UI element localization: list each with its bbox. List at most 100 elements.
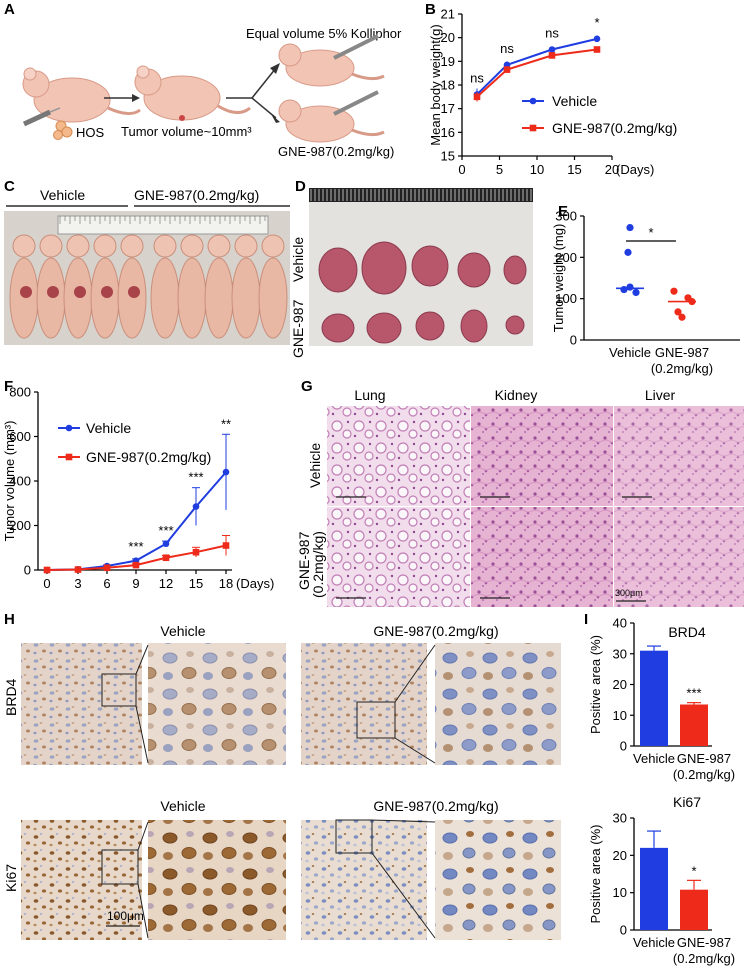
significance-label: *** [128,539,143,554]
y-axis-label: Positive area (%) [588,635,603,734]
bar [680,889,708,930]
g-col-kidney: Kidney [495,387,538,403]
arrow-up [251,67,277,99]
x-tick-label: 6 [103,576,110,591]
data-point [674,308,682,316]
data-point [162,554,170,562]
data-point [222,468,230,476]
brd4-vehicle-zoom [148,643,286,765]
data-point [74,566,82,573]
tumors [318,241,527,344]
y-tick-label: 800 [9,385,31,400]
roi-line [135,705,149,764]
data-point [192,503,200,510]
tumor [505,315,525,335]
kidney-vehicle-image [471,406,613,506]
tumor-mark [47,286,59,298]
roi-line [394,737,436,764]
significance-label: * [594,15,599,30]
category-sublabel: (0.2mg/kg) [673,951,735,966]
legend-marker [65,424,73,432]
h-treated-label-1: GNE-987(0.2mg/kg) [373,623,498,639]
mouse-head [39,234,63,258]
series-line-vehicle [476,37,598,96]
y-axis-label: Tumor volume (mm³) [2,421,17,542]
significance-label: *** [686,686,701,701]
y-tick-label: 20 [441,30,455,45]
series-line-gne987 [476,48,598,98]
g-col-liver: Liver [645,387,676,403]
y-tick-label: 40 [613,616,627,631]
chart-title: Ki67 [673,794,701,810]
mouse-illustration-2 [134,65,251,121]
h-treated-label-2: GNE-987(0.2mg/kg) [373,798,498,814]
x-tick-label: 3 [74,576,81,591]
mouse [90,257,120,339]
h-scale-label: 100μm [107,909,144,923]
significance-label: * [691,863,696,878]
panel-d: D Vehicle GNE-987 [290,178,533,358]
y-tick-label: 400 [9,474,31,489]
data-point [678,313,686,321]
y-tick-label: 30 [613,811,627,826]
vehicle-treatment-label: Equal volume 5% Kolliphor [246,26,402,41]
y-tick-label: 18 [441,78,455,93]
x-axis-label: (Days) [236,576,274,591]
panel-label-g: G [301,378,313,395]
arrow-down-head [271,114,280,123]
tumor [321,313,355,343]
g-row-treated-2: (0.2mg/kg) [310,531,326,598]
g-row-treated-1: GNE-987 [296,531,312,590]
brd4-treated-zoom [435,643,561,765]
tumor-mark [128,286,140,298]
data-point [548,52,556,59]
data-point [548,46,556,53]
x-tick-label: 0 [458,162,465,177]
category-sublabel: (0.2mg/kg) [651,361,713,376]
data-point [626,223,634,232]
panel-f: F 0 200 400 600 800 0 3 6 9 12 15 18 (Days) Tumor vol… [2,378,274,591]
mice-row [9,234,288,339]
y-tick-label: 0 [620,923,627,938]
h-row-ki67: Ki67 [3,864,19,892]
ki67-vehicle-zoom [148,820,286,940]
liver-treated-image [614,507,744,607]
data-point [670,287,678,295]
mouse [9,257,39,339]
mouse-head [66,234,90,258]
panel-label-d: D [295,178,306,195]
roi-line [137,821,149,851]
y-tick-label: 17 [441,101,455,116]
c-vehicle-label: Vehicle [40,187,85,203]
data-point [192,548,200,556]
category-label: Vehicle [609,345,651,360]
ruler [57,215,269,235]
data-point [103,564,111,572]
legend-marker [529,124,537,132]
liver-vehicle-image [614,406,744,506]
g-scale-label: 300μm [615,588,643,598]
panel-c: C Vehicle GNE-987(0.2mg/kg) [4,178,290,345]
panel-label-c: C [4,178,15,195]
tumor-ruler-ticks [310,189,532,201]
tumor [503,255,527,285]
h-row-brd4: BRD4 [3,678,19,716]
tumor [411,245,449,287]
y-tick-label: 0 [24,563,31,578]
panel-label-f: F [4,378,13,395]
syringe-icon [22,107,61,127]
y-tick-label: 0 [620,739,627,754]
roi-line [394,644,436,703]
mouse-head [120,234,144,258]
mouse-head [234,234,258,258]
mouse-head [207,234,231,258]
y-tick-label: 0 [570,333,577,348]
mouse [63,257,93,339]
chart-i-brd4: 0 10 20 30 40 Positive area (%) BRD4 Vehicle GNE… [588,616,735,783]
chart-title: BRD4 [668,624,706,640]
lung-vehicle-image [327,406,470,506]
brd4-treated-roi [356,701,396,739]
x-tick-label: 20 [605,162,619,177]
brd4-vehicle-image [21,643,142,765]
